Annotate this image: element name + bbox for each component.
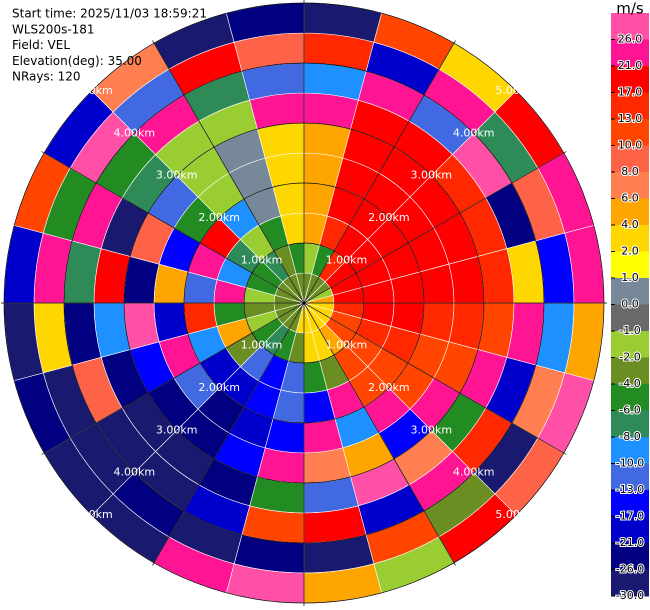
info-block: Start time: 2025/11/03 18:59:21WLS200s-1… [12,7,207,84]
colorbar-box [611,331,649,358]
gate [123,256,160,304]
colorbar-tick-label: 4.0 [621,218,639,231]
colorbar-tick-label: -10.0 [616,457,644,470]
colorbar-box [611,543,649,570]
colorbar-box [611,304,649,332]
colorbar-box [611,251,649,279]
ring-label: 3.00km [410,169,452,182]
colorbar-tick-label: -17.0 [616,510,644,523]
range-ring [243,242,365,364]
colorbar-tick-label: 26.0 [618,33,643,46]
colorbar-tick-label: 21.0 [618,59,643,72]
ring-label: 4.00km [114,126,156,139]
ring-label: 1.00km [241,254,283,267]
ring-label: 1.00km [326,254,368,267]
colorbar-tick-label: 1.0 [621,271,639,284]
info-line: Elevation(deg): 35.00 [12,54,142,68]
colorbar-tick-label: -1.0 [619,324,640,337]
colorbar-tick-label: 2.0 [621,245,639,258]
colorbar-box [611,357,649,385]
colorbar-label: m/s [616,0,644,18]
gate [448,302,485,350]
ring-label: 5.00km [71,508,113,521]
colorbar-box [611,463,649,491]
colorbar-box [611,172,649,199]
gate [123,302,160,350]
ring-label: 2.00km [198,381,240,394]
gate [303,122,351,159]
range-ring [123,122,485,484]
range-ring [3,2,605,604]
colorbar-tick-label: -26.0 [616,563,644,576]
ring-label: 1.00km [241,338,283,351]
colorbar-box [611,516,649,544]
gate [303,447,351,484]
colorbar: 26.0 21.0 17.0 13.0 10.0 8.0 6.0 4.0 2.0 1.0 0.0 -1… [611,13,649,603]
gate [448,256,485,304]
colorbar-box [611,569,649,597]
colorbar-box [611,66,649,93]
colorbar-tick-label: -8.0 [619,430,640,443]
gate [257,122,305,159]
info-line: Start time: 2025/11/03 18:59:21 [12,7,207,21]
ring-label: 3.00km [410,423,452,436]
info-line: WLS200s-181 [12,22,95,36]
gate [257,447,305,484]
colorbar-box [611,410,649,438]
ring-label: 2.00km [368,211,410,224]
ring-label: 3.00km [156,169,198,182]
ring-label: 4.00km [453,466,495,479]
colorbar-tick-label: 8.0 [621,165,639,178]
ring-label: 4.00km [114,466,156,479]
colorbar-box [611,39,649,67]
colorbar-tick-label: 13.0 [618,112,643,125]
ppi-plot [3,2,605,604]
ring-label: 5.00km [495,508,537,521]
colorbar-tick-label: -21.0 [616,536,644,549]
ring-label: 1.00km [326,338,368,351]
colorbar-box [611,384,649,411]
range-rings: 1.00km 1.00km 1.00km 1.00km 2.00km 2.00km 2.00… [1,0,607,606]
colorbar-box [611,13,649,40]
colorbar-box [611,225,649,252]
colorbar-tick-label: 0.0 [621,298,639,311]
ring-label: 2.00km [368,381,410,394]
spoke [152,40,456,566]
range-ring [63,62,545,544]
colorbar-box [611,490,649,517]
colorbar-box [611,92,649,120]
ring-label: 3.00km [156,423,198,436]
colorbar-tick-label: 10.0 [618,139,643,152]
colorbar-tick-label: 17.0 [618,86,643,99]
colorbar-tick-label: 6.0 [621,192,639,205]
colorbar-box [611,145,649,173]
colorbar-tick-label: -2.0 [619,351,640,364]
info-line: NRays: 120 [12,70,81,84]
colorbar-tick-label: -30.0 [616,589,644,602]
range-ring [183,182,425,424]
colorbar-box [611,198,649,226]
colorbar-tick-label: -13.0 [616,483,644,496]
ring-label: 5.00km [495,84,537,97]
colorbar-box [611,119,649,146]
info-line: Field: VEL [12,38,70,52]
colorbar-box [611,437,649,464]
ring-label: 2.00km [198,211,240,224]
ring-label: 4.00km [453,126,495,139]
ring-label: 5.00km [71,84,113,97]
colorbar-tick-label: -4.0 [619,377,640,390]
colorbar-tick-label: -6.0 [619,404,640,417]
colorbar-box [611,278,649,305]
